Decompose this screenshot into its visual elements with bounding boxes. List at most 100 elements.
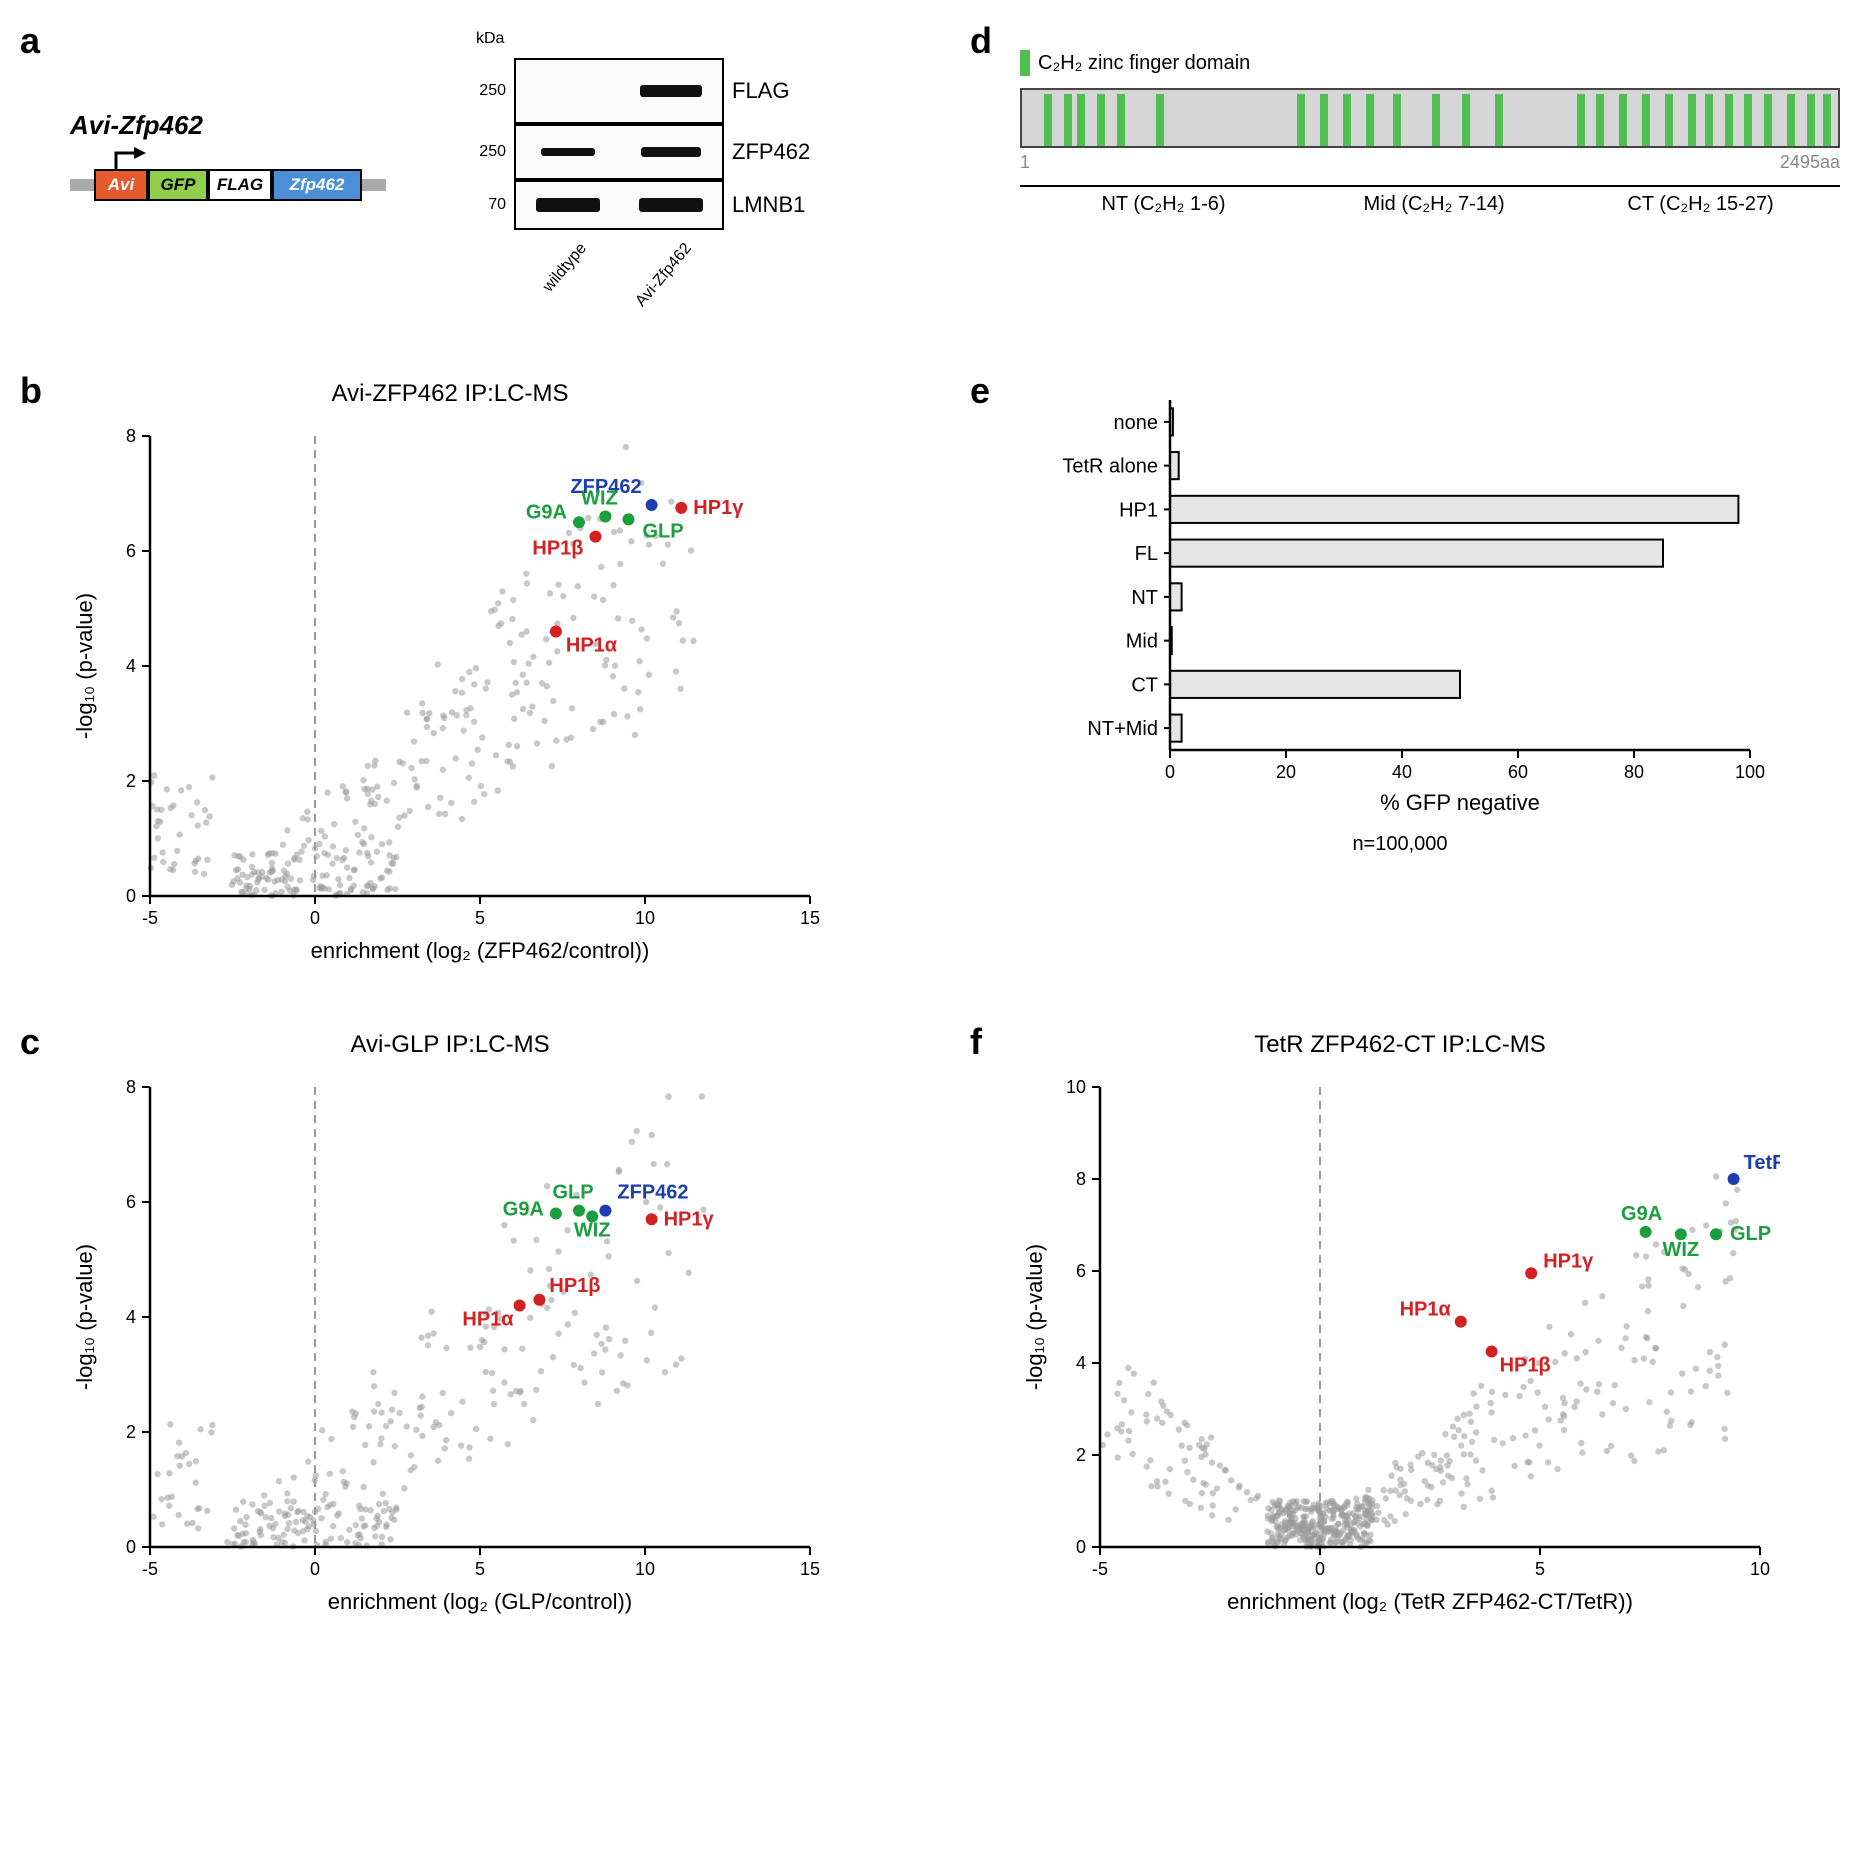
panel-e-barchart: noneTetR aloneHP1FLNTMidCTNT+Mid02040608…	[1020, 380, 1780, 820]
domain-box	[1020, 88, 1840, 148]
svg-text:G9A: G9A	[503, 1199, 544, 1221]
gene-segment: FLAG	[208, 169, 272, 201]
zinc-finger-icon	[1705, 94, 1713, 146]
svg-text:2: 2	[126, 1422, 136, 1442]
domain-end: 2495aa	[1780, 152, 1840, 173]
gene-segment: GFP	[148, 169, 208, 201]
panel-d-label: d	[970, 20, 992, 62]
zinc-finger-icon	[1665, 94, 1673, 146]
bar	[1170, 452, 1179, 479]
svg-text:5: 5	[475, 1559, 485, 1579]
panel-b: b Avi-ZFP462 IP:LC-MS -505101502468enric…	[20, 370, 920, 981]
domain-regions: NT (C₂H₂ 1-6)Mid (C₂H₂ 7-14)CT (C₂H₂ 15-…	[1020, 185, 1840, 216]
blot-label: LMNB1	[732, 192, 805, 218]
svg-text:Mid: Mid	[1126, 631, 1158, 653]
svg-text:5: 5	[1535, 1559, 1545, 1579]
svg-text:WIZ: WIZ	[574, 1219, 611, 1241]
svg-text:8: 8	[1076, 1169, 1086, 1189]
domain-diagram: C₂H₂ zinc finger domain 1 2495aa NT (C₂H…	[1020, 50, 1840, 216]
svg-text:100: 100	[1735, 762, 1765, 782]
svg-text:HP1γ: HP1γ	[664, 1208, 715, 1230]
zf-legend-swatch-icon	[1020, 50, 1030, 76]
svg-text:NT+Mid: NT+Mid	[1087, 718, 1158, 740]
blot-kda: 70	[466, 196, 506, 214]
bar	[1170, 671, 1460, 698]
svg-text:4: 4	[126, 1307, 136, 1327]
band-icon	[541, 148, 595, 156]
svg-text:GLP: GLP	[1730, 1223, 1771, 1245]
panel-f-scatter: -505100246810enrichment (log₂ (TetR ZFP4…	[1020, 1067, 1780, 1627]
svg-text:HP1α: HP1α	[1400, 1299, 1452, 1321]
svg-text:6: 6	[126, 541, 136, 561]
svg-text:GLP: GLP	[643, 520, 684, 542]
zinc-finger-icon	[1462, 94, 1470, 146]
panel-d: d C₂H₂ zinc finger domain 1 2495aa NT (C…	[970, 20, 1855, 330]
panel-e: e noneTetR aloneHP1FLNTMidCTNT+Mid020406…	[970, 370, 1855, 981]
svg-text:enrichment (log₂ (ZFP462/contr: enrichment (log₂ (ZFP462/control))	[311, 938, 650, 963]
svg-text:0: 0	[126, 1537, 136, 1557]
blot-box	[514, 58, 724, 124]
blot-area: kDa 250FLAG250ZFP46270LMNB1 wildtypeAvi-…	[466, 30, 810, 330]
svg-text:G9A: G9A	[1621, 1203, 1662, 1225]
svg-text:0: 0	[1076, 1537, 1086, 1557]
lane-label: wildtype	[539, 240, 590, 296]
svg-text:TetR alone: TetR alone	[1062, 456, 1158, 478]
zinc-finger-icon	[1343, 94, 1351, 146]
band-icon	[640, 85, 702, 97]
panel-f-label: f	[970, 1021, 982, 1063]
panel-f: f TetR ZFP462-CT IP:LC-MS -505100246810e…	[970, 1021, 1855, 1632]
svg-text:none: none	[1114, 412, 1159, 434]
svg-text:HP1: HP1	[1119, 499, 1158, 521]
zf-legend-text: C₂H₂ zinc finger domain	[1038, 52, 1250, 75]
svg-text:10: 10	[635, 1559, 655, 1579]
svg-text:4: 4	[1076, 1353, 1086, 1373]
zinc-finger-icon	[1432, 94, 1440, 146]
panel-c-label: c	[20, 1021, 40, 1063]
zinc-finger-icon	[1744, 94, 1752, 146]
svg-text:HP1β: HP1β	[549, 1275, 600, 1297]
panel-b-label: b	[20, 370, 42, 412]
zinc-finger-icon	[1596, 94, 1604, 146]
svg-text:% GFP negative: % GFP negative	[1380, 790, 1540, 815]
bar	[1170, 496, 1738, 523]
svg-text:8: 8	[126, 1077, 136, 1097]
zinc-finger-icon	[1097, 94, 1105, 146]
svg-text:15: 15	[800, 908, 820, 928]
lane-labels: wildtype Avi-Zfp462	[514, 240, 724, 330]
panel-b-scatter: -505101502468enrichment (log₂ (ZFP462/co…	[70, 416, 830, 976]
svg-text:-log₁₀ (p-value): -log₁₀ (p-value)	[72, 1244, 97, 1390]
svg-text:enrichment (log₂ (GLP/control): enrichment (log₂ (GLP/control))	[328, 1589, 632, 1614]
panel-a-label: a	[20, 20, 40, 62]
svg-text:HP1α: HP1α	[462, 1309, 514, 1331]
svg-text:-5: -5	[142, 1559, 158, 1579]
domain-region: CT (C₂H₂ 15-27)	[1561, 185, 1840, 216]
gene-segment: Zfp462	[272, 169, 362, 201]
panel-b-title: Avi-ZFP462 IP:LC-MS	[70, 380, 830, 408]
figure-grid: a Avi-Zfp462 AviGFPFLAGZfp462 kDa 250FLA…	[20, 20, 1835, 1632]
svg-text:10: 10	[635, 908, 655, 928]
bar	[1170, 715, 1182, 742]
panel-c-scatter: -505101502468enrichment (log₂ (GLP/contr…	[70, 1067, 830, 1627]
blot-box	[514, 180, 724, 230]
svg-text:WIZ: WIZ	[581, 488, 618, 510]
svg-text:HP1γ: HP1γ	[1543, 1250, 1594, 1272]
zinc-finger-icon	[1077, 94, 1085, 146]
zinc-finger-icon	[1393, 94, 1401, 146]
svg-text:enrichment (log₂ (TetR ZFP462-: enrichment (log₂ (TetR ZFP462-CT/TetR))	[1227, 1589, 1633, 1614]
domain-region: NT (C₂H₂ 1-6)	[1020, 185, 1307, 216]
zinc-finger-icon	[1366, 94, 1374, 146]
lane-label: Avi-Zfp462	[632, 240, 695, 311]
bar	[1170, 540, 1663, 567]
zinc-finger-icon	[1577, 94, 1585, 146]
zinc-finger-icon	[1787, 94, 1795, 146]
panel-f-title: TetR ZFP462-CT IP:LC-MS	[1020, 1031, 1780, 1059]
blot-kda: 250	[466, 82, 506, 100]
svg-text:0: 0	[310, 1559, 320, 1579]
zinc-finger-icon	[1807, 94, 1815, 146]
svg-text:60: 60	[1508, 762, 1528, 782]
panel-c: c Avi-GLP IP:LC-MS -505101502468enrichme…	[20, 1021, 920, 1632]
svg-text:WIZ: WIZ	[1662, 1239, 1699, 1261]
svg-text:20: 20	[1276, 762, 1296, 782]
kda-header: kDa	[476, 30, 810, 48]
zinc-finger-icon	[1764, 94, 1772, 146]
